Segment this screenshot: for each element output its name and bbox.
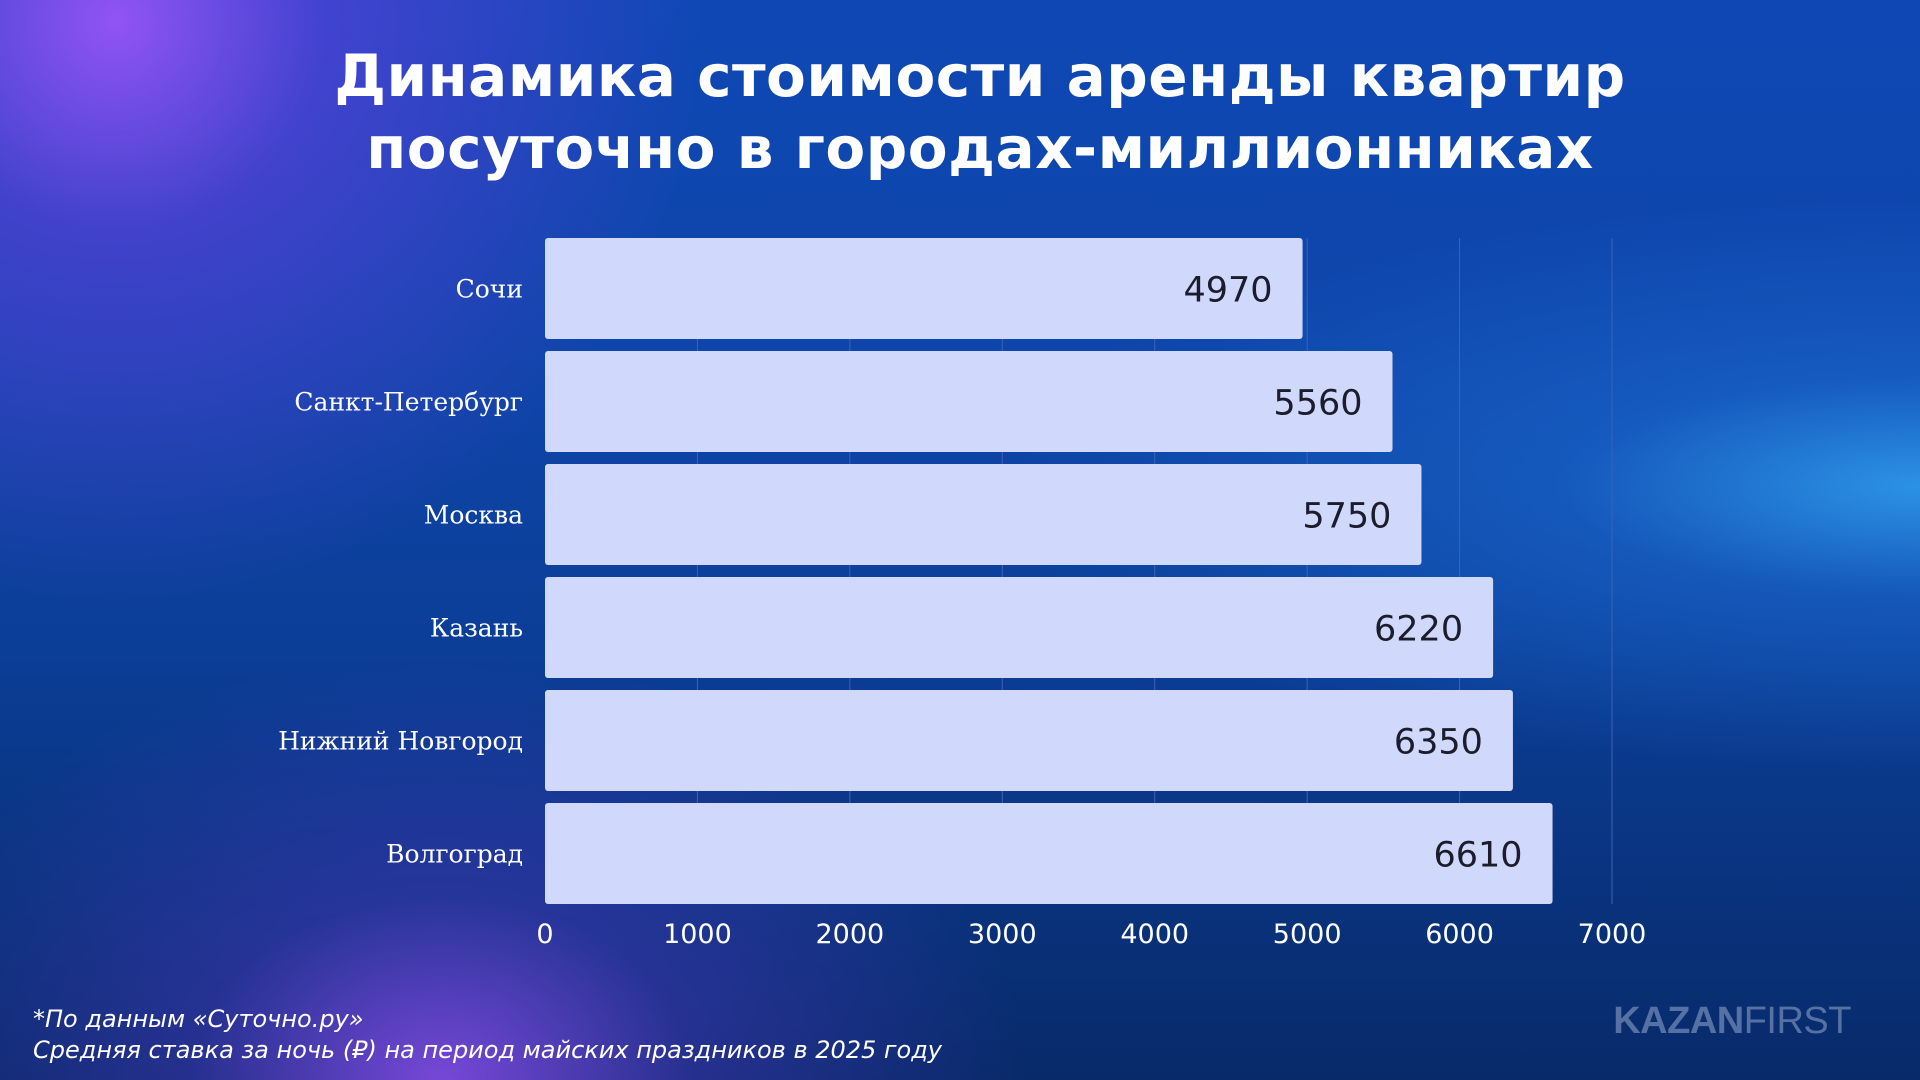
data-label: 6350 (1394, 723, 1483, 763)
footnote: *По данным «Суточно.ру» Средняя ставка з… (33, 1004, 942, 1066)
x-tick-label: 1000 (663, 919, 732, 950)
bars: 4970 Сочи 5560 Санкт-Петербург 5750 Москва 622… (278, 238, 1553, 904)
data-label: 6220 (1374, 610, 1463, 650)
data-label: 5560 (1273, 384, 1362, 424)
data-label: 4970 (1183, 271, 1272, 311)
bar (545, 351, 1393, 452)
x-tick-label: 4000 (1120, 919, 1189, 950)
bar (545, 464, 1422, 565)
kazanfirst-logo: KAZANFIRST (1613, 1000, 1851, 1043)
footnote-source: *По данным «Суточно.ру» (33, 1005, 364, 1033)
chart-title: Динамика стоимости аренды квартир посуто… (200, 40, 1760, 184)
chart-title-line-1: Динамика стоимости аренды квартир (334, 42, 1626, 110)
x-tick-label: 5000 (1273, 919, 1342, 950)
category-label: Москва (424, 501, 523, 530)
x-tick-label: 7000 (1578, 919, 1647, 950)
footnote-description: Средняя ставка за ночь (₽) на период май… (33, 1036, 943, 1064)
bar (545, 690, 1513, 791)
x-tick-label: 0 (536, 919, 553, 950)
bar (545, 577, 1494, 678)
chart-title-line-2: посуточно в городах-миллионниках (366, 114, 1594, 182)
x-tick-label: 6000 (1425, 919, 1494, 950)
category-label: Сочи (456, 275, 523, 304)
brand-word-first: FIRST (1743, 1000, 1852, 1042)
category-label: Волгоград (386, 840, 523, 869)
brand-word-kazan: KAZAN (1613, 1000, 1744, 1042)
bar (545, 238, 1303, 339)
x-axis-ticks: 0 1000 2000 3000 4000 5000 6000 7000 (536, 919, 1646, 950)
category-label: Нижний Новгород (278, 727, 523, 756)
data-label: 5750 (1302, 497, 1391, 537)
grid-lines (696, 238, 1613, 904)
category-label: Санкт-Петербург (294, 388, 523, 417)
data-label: 6610 (1433, 836, 1522, 876)
x-tick-label: 3000 (968, 919, 1037, 950)
x-tick-label: 2000 (815, 919, 884, 950)
bar (545, 803, 1553, 904)
category-label: Казань (430, 614, 523, 643)
